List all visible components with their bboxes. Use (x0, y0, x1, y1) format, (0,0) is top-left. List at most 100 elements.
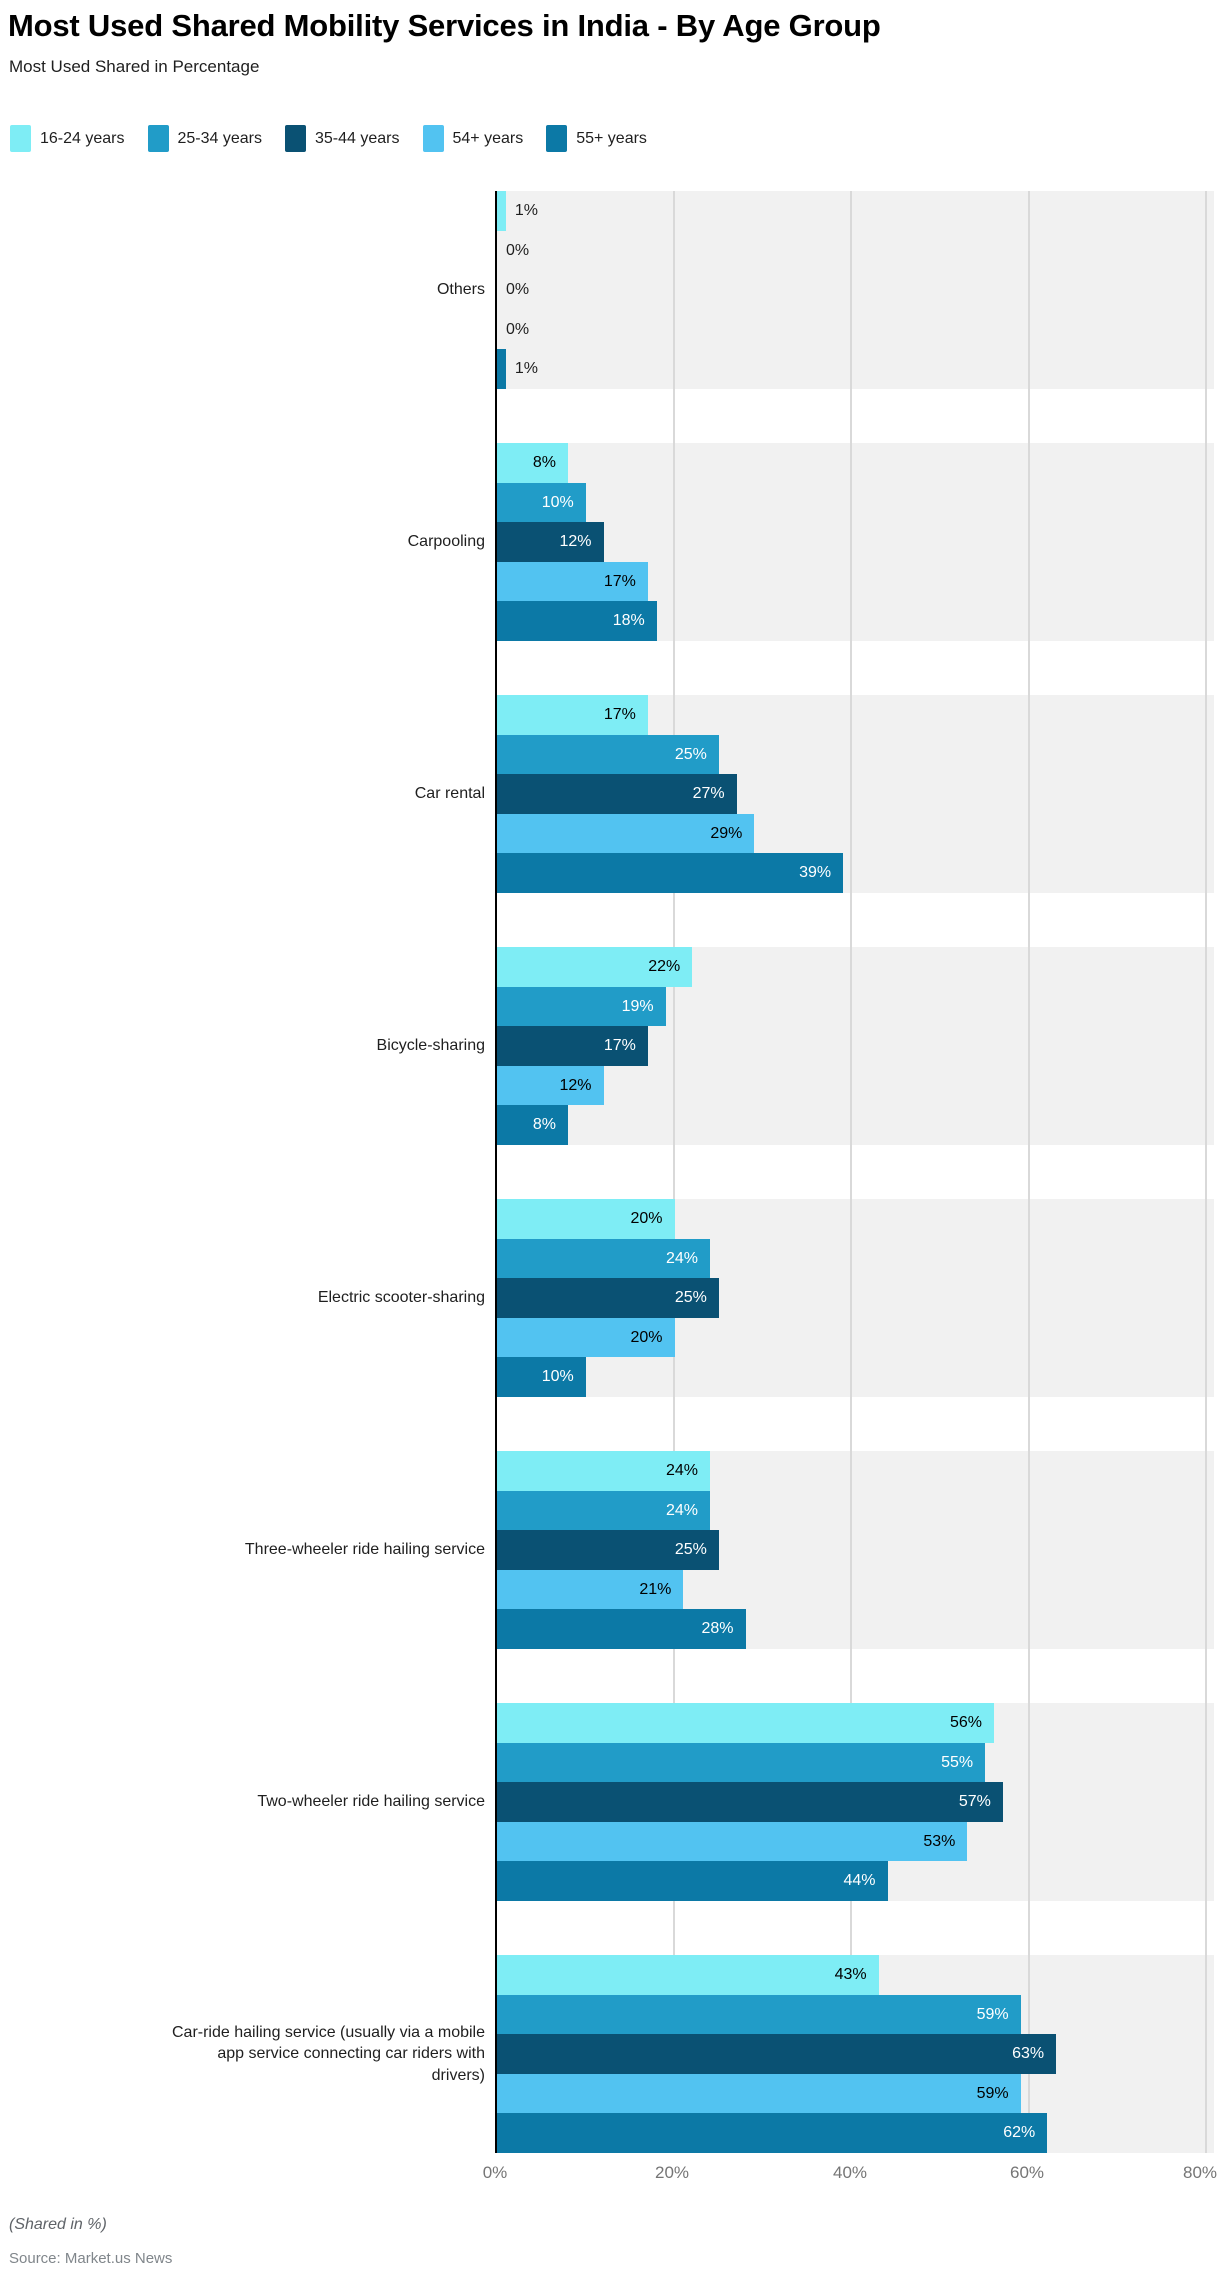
bar (497, 1861, 888, 1901)
bar-value-label: 17% (603, 572, 636, 590)
bar-value-label: 21% (639, 1580, 672, 1598)
bar (497, 2073, 1021, 2114)
legend-swatch (147, 125, 169, 152)
legend-swatch (285, 125, 306, 152)
bar (497, 1451, 710, 1491)
bar-value-label: 59% (976, 2084, 1009, 2102)
plot-area: Others 1% 0% 0% 0% 1% Carpooling 8% 10% 12% 17% 18%… (0, 191, 1220, 2153)
bar-value-label: 39% (799, 864, 832, 882)
x-tick-20: 20% (654, 2163, 690, 2182)
bar-group: Others 1% 0% 0% 0% 1% (0, 191, 1220, 389)
bar (497, 1278, 719, 1318)
bar-value-label: 63% (1012, 2045, 1045, 2063)
bar-value-label: 20% (630, 1328, 663, 1346)
bar-value-label: 17% (603, 706, 636, 723)
legend-swatch (10, 125, 31, 152)
bar-value-label: 25% (674, 745, 707, 763)
bar-value-label: 43% (834, 1966, 867, 1983)
bar-value-label: 59% (976, 2005, 1009, 2023)
bar (497, 1994, 1021, 2035)
legend-item: 35-44 years (285, 125, 400, 152)
bar (497, 1703, 994, 1743)
bar-value-label: 29% (710, 824, 743, 842)
gridline (1205, 191, 1207, 2153)
footer-source: Source: Market.us News (9, 2250, 173, 2267)
bar (497, 522, 604, 562)
bar (497, 947, 693, 987)
bar (497, 695, 648, 735)
bar-value-label: 0% (506, 320, 530, 338)
gridline (1027, 191, 1030, 2153)
category-label: Bicycle-sharing (376, 1037, 485, 1055)
bar-value-label: 10% (541, 1368, 574, 1386)
bar (497, 1569, 684, 1610)
legend-label: 16-24 years (40, 129, 125, 147)
bar-value-label: 1% (514, 202, 538, 219)
bar-group: Car-ride hailing service (usually via a … (0, 1955, 1220, 2153)
bar-value-label: 57% (958, 1793, 991, 1811)
category-label: Others (436, 281, 485, 299)
bar (497, 1782, 1003, 1822)
bar-value-label: 8% (532, 454, 556, 471)
legend: 16-24 years 25-34 years 35-44 years 54+ yea… (10, 125, 670, 152)
bar (497, 1317, 675, 1358)
bar (497, 1742, 986, 1783)
legend-label: 25-34 years (177, 129, 263, 147)
legend-label: 54+ years (452, 129, 524, 147)
x-tick-0: 0% (482, 2163, 508, 2182)
category-label: Car rental (414, 785, 485, 803)
bar (497, 1105, 568, 1145)
bar (497, 1821, 968, 1862)
x-axis-tick-labels: 0% 20% 40% 60% 80% (0, 2163, 1220, 2189)
bar-value-label: 25% (674, 1541, 707, 1559)
bar (497, 1357, 586, 1397)
bar (497, 1609, 746, 1649)
bar-value-label: 19% (621, 997, 654, 1015)
bar-value-label: 55% (941, 1753, 974, 1771)
bar-value-label: 12% (559, 1076, 592, 1094)
bar-value-label: 56% (949, 1714, 982, 1731)
bar-group: Three-wheeler ride hailing service 24% 24%… (0, 1451, 1220, 1649)
bar (497, 191, 506, 231)
bar (497, 853, 844, 893)
bar-value-label: 27% (692, 785, 725, 803)
category-label: Carpooling (407, 533, 485, 551)
legend-swatch (422, 125, 444, 152)
legend-swatch (546, 125, 568, 152)
bar-value-label: 10% (541, 493, 574, 511)
bar (497, 1238, 710, 1279)
bar (497, 1490, 710, 1531)
bar (497, 1026, 648, 1066)
bar-value-label: 25% (674, 1289, 707, 1307)
gridline (850, 191, 852, 2153)
legend-label: 55+ years (576, 129, 647, 147)
bar-group: Two-wheeler ride hailing service 56% 55% 57… (0, 1703, 1220, 1901)
group-band (497, 191, 1214, 389)
legend-item: 16-24 years (10, 125, 125, 152)
legend-item: 54+ years (422, 125, 524, 152)
bar (497, 734, 719, 775)
bar-value-label: 62% (1003, 2124, 1036, 2142)
bar (497, 1199, 675, 1239)
category-label: Three-wheeler ride hailing service (244, 1541, 485, 1559)
bar (497, 986, 666, 1027)
bar (497, 482, 586, 523)
bar-value-label: 20% (630, 1210, 663, 1227)
bar (497, 601, 657, 641)
bar-value-label: 24% (665, 1501, 698, 1519)
gridline (672, 191, 675, 2153)
bar-value-label: 53% (923, 1832, 956, 1850)
bar-group: Bicycle-sharing 22% 19% 17% 12% 8% (0, 947, 1220, 1145)
bar-group: Car rental 17% 25% 27% 29% 39% (0, 695, 1220, 893)
bar-value-label: 17% (603, 1037, 636, 1055)
x-tick-80: 80% (1182, 2163, 1218, 2182)
bar-group: Carpooling 8% 10% 12% 17% 18% (0, 443, 1220, 641)
bar (497, 2113, 1048, 2153)
bar-value-label: 24% (665, 1462, 698, 1479)
bar-value-label: 18% (612, 612, 645, 630)
bar (497, 1955, 879, 1995)
bar-value-label: 8% (532, 1116, 556, 1134)
category-label: Two-wheeler ride hailing service (257, 1793, 485, 1811)
page-title: Most Used Shared Mobility Services in In… (8, 8, 881, 43)
